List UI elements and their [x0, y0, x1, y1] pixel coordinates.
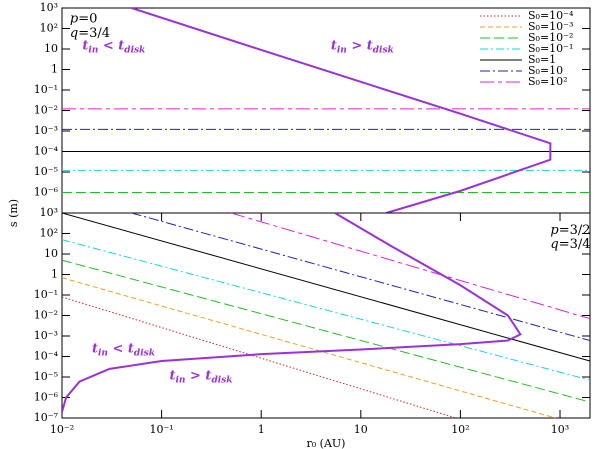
y-axis-label: s (m) — [7, 199, 20, 227]
annotation-part: t — [367, 38, 373, 53]
annotation: tin > tdisk — [331, 38, 394, 55]
y-tick-label: 10⁻⁵ — [34, 370, 58, 383]
series-line — [62, 239, 590, 381]
annotation: q=3/4 — [70, 26, 110, 41]
y-tick-label: 10³ — [40, 206, 58, 219]
annotation-part: in — [88, 45, 98, 55]
x-tick-label: 10 — [354, 423, 368, 436]
x-tick-label: 10³ — [551, 423, 569, 436]
y-tick-label: 1 — [51, 63, 58, 76]
series-line — [62, 296, 457, 418]
annotation: tin > tdisk — [169, 368, 232, 385]
annotation-part: disk — [211, 375, 232, 385]
annotation-part: =0 — [78, 11, 97, 26]
x-tick-label: 10² — [451, 423, 469, 436]
series-line — [62, 259, 590, 403]
series-line — [62, 277, 556, 418]
y-tick-label: 10⁻⁴ — [34, 145, 59, 158]
series-line — [131, 8, 552, 213]
y-tick-label: 10⁻⁵ — [34, 165, 58, 178]
y-tick-label: 10⁻⁶ — [34, 391, 59, 404]
annotation-part: < — [98, 38, 118, 53]
plot-frame — [61, 7, 591, 214]
legend-label: S₀=10⁻¹ — [528, 42, 573, 55]
y-tick-label: 10⁻⁴ — [34, 350, 59, 363]
series-line — [231, 213, 590, 320]
y-tick-label: 10² — [40, 22, 58, 35]
x-tick-label: 10⁻² — [50, 423, 74, 436]
y-tick-label: 10² — [40, 227, 58, 240]
y-tick-label: 10⁻¹ — [34, 83, 58, 96]
plot-frame — [61, 212, 591, 419]
y-tick-label: 10⁻⁶ — [34, 186, 59, 199]
legend-label: S₀=10² — [528, 75, 568, 88]
annotation: p=3/2 — [550, 222, 590, 237]
annotation-part: p — [550, 222, 559, 237]
annotation-part: disk — [373, 45, 394, 55]
annotation-part: t — [169, 368, 175, 383]
annotation-part: disk — [124, 45, 145, 55]
annotation-part: t — [205, 368, 211, 383]
y-tick-label: 10 — [44, 247, 58, 260]
y-tick-label: 10⁻³ — [34, 329, 58, 342]
annotation: tin < tdisk — [82, 38, 145, 55]
y-tick-label: 10⁻² — [34, 104, 58, 117]
x-axis-label: r₀ (AU) — [307, 437, 346, 449]
legend-label: S₀=1 — [528, 53, 556, 66]
y-tick-label: 10³ — [40, 1, 58, 14]
annotation-part: =3/4 — [559, 237, 591, 252]
series-line — [62, 213, 590, 362]
annotation-part: t — [128, 341, 134, 356]
annotation-part: in — [337, 45, 347, 55]
annotation: tin < tdisk — [92, 341, 155, 358]
annotation-part: t — [92, 341, 98, 356]
annotation-part: p — [70, 11, 79, 26]
x-tick-label: 1 — [258, 423, 265, 436]
annotation-part: q — [550, 237, 558, 252]
annotation-part: q — [70, 26, 78, 41]
annotation-part: > — [185, 368, 205, 383]
legend-label: S₀=10⁻³ — [528, 20, 573, 33]
annotation-part: =3/4 — [78, 26, 110, 41]
legend-label: S₀=10 — [528, 64, 563, 77]
annotation-part: =3/2 — [559, 222, 591, 237]
y-tick-label: 10⁻³ — [34, 124, 58, 137]
x-tick-label: 10⁻¹ — [149, 423, 173, 436]
annotation-part: t — [331, 38, 337, 53]
annotation-part: < — [108, 341, 128, 356]
annotation-part: disk — [134, 348, 155, 358]
annotation-part: t — [118, 38, 124, 53]
legend-label: S₀=10⁻⁴ — [528, 9, 574, 22]
plot-area — [62, 8, 590, 213]
legend-label: S₀=10⁻² — [528, 31, 573, 44]
annotation-part: > — [347, 38, 367, 53]
series-line — [62, 213, 522, 413]
series-line — [131, 213, 590, 342]
y-tick-label: 10⁻² — [34, 309, 58, 322]
annotation-part: in — [98, 348, 108, 358]
annotation: q=3/4 — [550, 237, 590, 252]
plot-area — [62, 213, 590, 418]
y-tick-label: 10⁻¹ — [34, 288, 58, 301]
annotation: p=0 — [70, 11, 98, 26]
y-tick-label: 10 — [44, 42, 58, 55]
y-tick-label: 10⁻⁷ — [34, 411, 59, 424]
annotation-part: in — [176, 375, 186, 385]
y-tick-label: 1 — [51, 268, 58, 281]
annotation-part: t — [82, 38, 88, 53]
